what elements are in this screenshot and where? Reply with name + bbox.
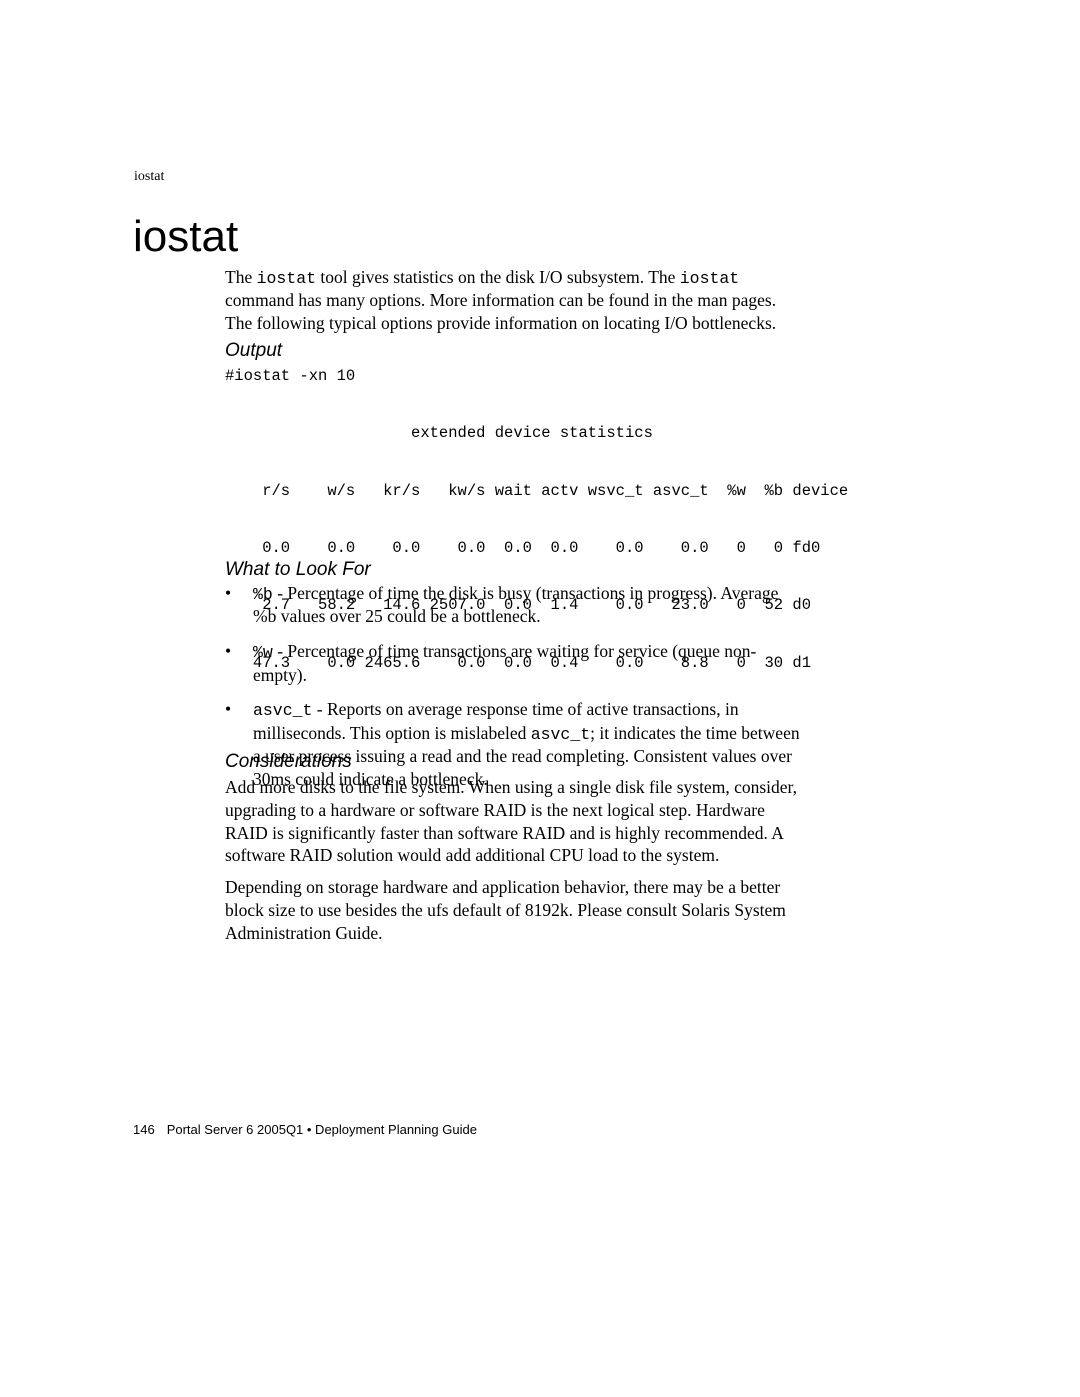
intro-code2: iostat [680,269,739,288]
bullet-icon: • [225,640,253,686]
bullet-code2: asvc_t [531,725,590,744]
considerations-p2: Depending on storage hardware and applic… [225,876,800,944]
bullet-body: - Percentage of time transactions are wa… [253,641,756,684]
running-header: iostat [134,169,164,185]
intro-code1: iostat [257,269,316,288]
considerations-p1: Add more disks to the file system. When … [225,776,800,867]
bullet-code: asvc_t [253,701,312,720]
lookfor-heading: What to Look For [225,559,371,581]
bullet-icon: • [225,582,253,628]
intro-post1: command has many options. More informati… [225,290,776,333]
bullet-text: %w - Percentage of time transactions are… [253,640,805,686]
intro-paragraph: The iostat tool gives statistics on the … [225,266,800,335]
page-footer: 146 Portal Server 6 2005Q1 • Deployment P… [133,1122,477,1137]
considerations-heading: Considerations [225,751,352,773]
list-item: • %b - Percentage of time the disk is bu… [225,582,805,628]
bullet-body: - Percentage of time the disk is busy (t… [253,583,778,626]
list-item: • %w - Percentage of time transactions a… [225,640,805,686]
bullet-code: %b [253,585,273,604]
page-number: 146 [133,1122,155,1137]
bullet-text: %b - Percentage of time the disk is busy… [253,582,805,628]
bullet-code: %w [253,643,273,662]
intro-mid1: tool gives statistics on the disk I/O su… [316,267,680,287]
footer-text: Portal Server 6 2005Q1 • Deployment Plan… [167,1122,477,1137]
section-title: iostat [133,212,238,262]
intro-pre1: The [225,267,257,287]
output-heading: Output [225,340,282,362]
